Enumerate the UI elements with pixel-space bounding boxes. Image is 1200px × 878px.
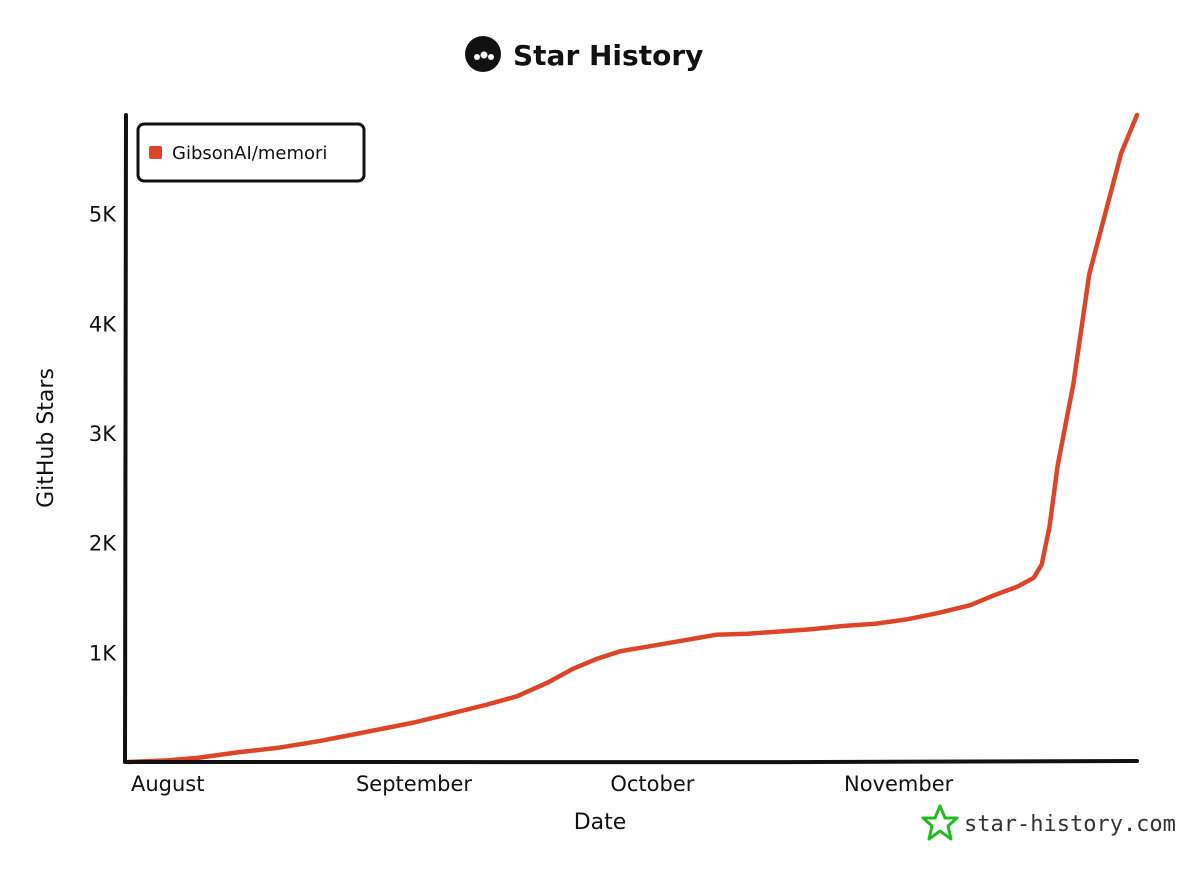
x-tick-label: November xyxy=(844,772,954,796)
logo-dot-1 xyxy=(474,54,480,60)
watermark-text: star-history.com xyxy=(964,812,1176,837)
y-axis-ticks: 1K 2K 3K 4K 5K xyxy=(89,203,117,666)
y-tick-label: 4K xyxy=(89,312,117,336)
star-outline-icon xyxy=(921,804,959,841)
legend-swatch xyxy=(149,146,162,159)
y-tick-label: 3K xyxy=(89,422,117,446)
series-lines xyxy=(125,112,1140,765)
logo-dot-3 xyxy=(488,54,494,60)
legend-entry-label: GibsonAI/memori xyxy=(172,143,327,164)
watermark[interactable]: star-history.com xyxy=(921,804,1176,841)
y-tick-label: 2K xyxy=(89,532,117,556)
y-axis-line xyxy=(123,113,128,764)
x-tick-label: August xyxy=(131,772,205,796)
series-line xyxy=(125,112,1140,765)
chart-title: Star History xyxy=(465,36,703,72)
legend: GibsonAI/memori xyxy=(136,122,366,183)
x-tick-label: October xyxy=(610,772,694,796)
x-axis-ticks: August September October November xyxy=(131,772,954,796)
y-tick-label: 5K xyxy=(89,203,117,227)
x-tick-label: September xyxy=(356,772,472,796)
x-axis-line xyxy=(123,759,1139,765)
legend-box xyxy=(136,122,366,183)
y-tick-label: 1K xyxy=(89,641,117,665)
y-axis-label: GitHub Stars xyxy=(34,368,59,508)
x-axis-label: Date xyxy=(574,810,627,835)
logo-dot-2 xyxy=(480,51,488,59)
chart-title-text: Star History xyxy=(513,39,703,72)
